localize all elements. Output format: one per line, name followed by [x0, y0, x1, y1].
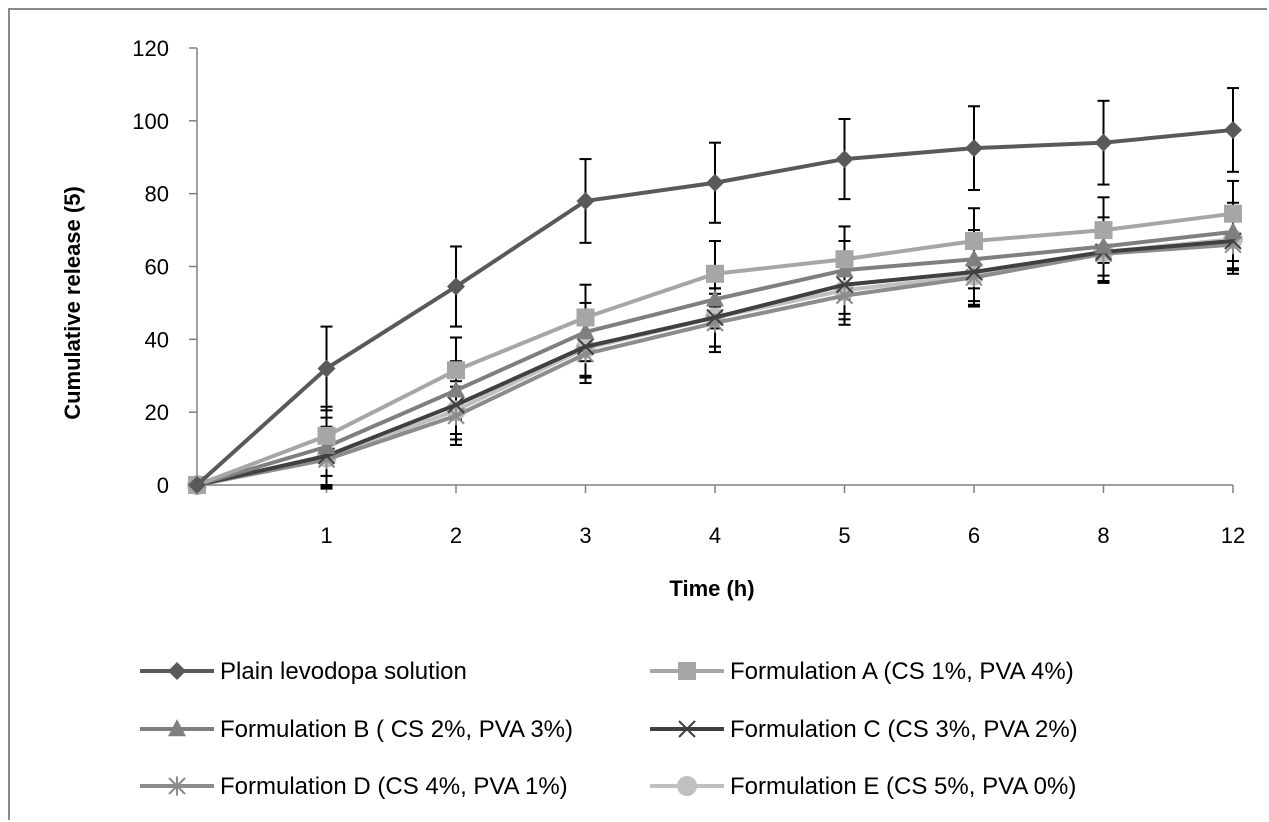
legend-label: Formulation C (CS 3%, PVA 2%) [730, 716, 1078, 743]
x-tick-label: 6 [968, 523, 980, 548]
x-tick-label: 8 [1097, 523, 1109, 548]
triangle-marker [576, 322, 595, 340]
x-marker [965, 263, 983, 281]
x-marker [678, 720, 696, 738]
chart-frame [8, 8, 1267, 820]
star-marker [168, 776, 186, 796]
y-tick-label: 20 [145, 400, 169, 425]
legend-item-2: Formulation B ( CS 2%, PVA 3%) [140, 716, 573, 743]
x-marker [576, 337, 595, 356]
square-marker [678, 662, 696, 680]
triangle-marker [168, 719, 186, 737]
y-tick-label: 100 [132, 109, 169, 134]
x-tick-label: 5 [838, 523, 850, 548]
triangle-marker [1224, 222, 1242, 240]
series-layer [187, 87, 1243, 495]
triangle-marker [835, 260, 854, 278]
diamond-marker [1094, 133, 1113, 152]
legend-label: Formulation E (CS 5%, PVA 0%) [730, 773, 1076, 800]
triangle-marker [706, 289, 724, 307]
diamond-marker [835, 150, 854, 169]
legend-label: Formulation A (CS 1%, PVA 4%) [730, 658, 1074, 685]
square-marker [1224, 204, 1242, 223]
y-tick-label: 0 [157, 473, 169, 498]
x-marker [447, 396, 465, 414]
legend-item-5: Formulation E (CS 5%, PVA 0%) [650, 773, 1076, 800]
legend-label: Formulation B ( CS 2%, PVA 3%) [220, 716, 573, 743]
x-tick-label: 4 [709, 523, 721, 548]
y-tick-label: 80 [145, 182, 169, 207]
error-bars-0 [320, 87, 1239, 412]
triangle-marker [317, 436, 336, 454]
legend-item-4: Formulation D (CS 4%, PVA 1%) [140, 773, 568, 800]
x-tick-label: 1 [320, 523, 332, 548]
square-marker [965, 232, 983, 251]
x-tick-label: 12 [1221, 523, 1245, 548]
triangle-marker [1094, 236, 1113, 254]
y-tick-label: 120 [132, 36, 169, 61]
legend-label: Plain levodopa solution [220, 658, 467, 685]
square-marker [1094, 221, 1113, 240]
legend-item-1: Formulation A (CS 1%, PVA 4%) [650, 658, 1074, 685]
y-axis-title: Cumulative release (5) [60, 186, 85, 420]
x-marker [706, 308, 724, 327]
series-1 [188, 204, 1242, 494]
circle-marker [677, 776, 697, 796]
x-tick-label: 3 [579, 523, 591, 548]
diamond-marker [706, 173, 724, 192]
square-marker [835, 250, 854, 269]
triangle-marker [447, 380, 465, 398]
diamond-marker [447, 277, 465, 296]
series-3 [188, 232, 1242, 494]
diamond-marker [965, 139, 983, 158]
diamond-marker [168, 662, 186, 680]
square-marker [447, 361, 465, 380]
y-tick-label: 40 [145, 327, 169, 352]
x-marker [835, 276, 854, 294]
square-marker [317, 426, 336, 445]
legend-item-0: Plain levodopa solution [140, 658, 467, 685]
series-0 [188, 120, 1242, 494]
diamond-marker [1224, 120, 1242, 139]
diamond-marker [317, 359, 336, 378]
x-tick-label: 2 [450, 523, 462, 548]
y-tick-label: 60 [145, 255, 169, 280]
square-marker [706, 264, 724, 283]
legend: Plain levodopa solution Formulation A (CS… [140, 658, 1078, 800]
diamond-marker [576, 191, 595, 210]
square-marker [576, 308, 595, 327]
x-axis-title: Time (h) [669, 576, 754, 601]
legend-item-3: Formulation C (CS 3%, PVA 2%) [650, 716, 1078, 743]
legend-label: Formulation D (CS 4%, PVA 1%) [220, 773, 568, 800]
triangle-marker [965, 249, 983, 267]
diamond-marker [188, 476, 206, 494]
